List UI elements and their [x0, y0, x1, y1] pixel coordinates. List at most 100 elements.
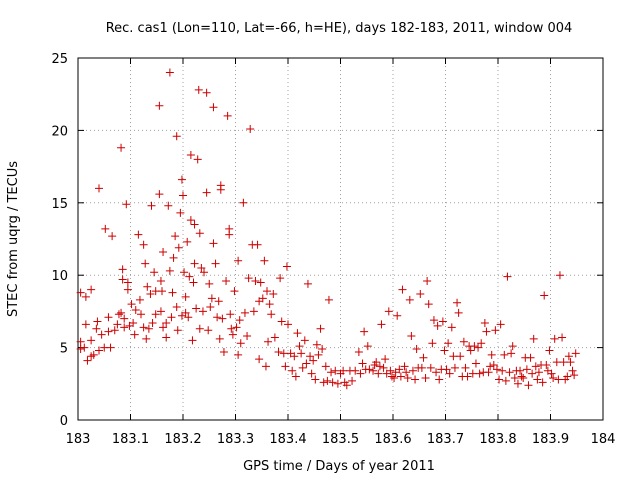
data-point [264, 337, 273, 346]
data-point [522, 365, 531, 374]
y-tick-label: 5 [60, 342, 68, 357]
x-tick-label: 183.8 [479, 432, 516, 447]
data-point [101, 224, 110, 233]
data-point [180, 268, 189, 277]
data-point [204, 326, 213, 335]
data-point [533, 375, 542, 384]
data-point [433, 321, 442, 330]
data-point [269, 290, 278, 299]
data-point [412, 345, 421, 354]
data-point [122, 200, 131, 209]
data-point [428, 339, 437, 348]
data-point [438, 317, 447, 326]
data-point [192, 304, 201, 313]
data-point [202, 88, 211, 97]
data-point [188, 336, 197, 345]
data-point [185, 272, 194, 281]
data-point [447, 323, 456, 332]
data-point [400, 362, 409, 371]
data-point [141, 259, 150, 268]
data-point [147, 201, 156, 210]
data-point [314, 350, 323, 359]
data-point [223, 111, 232, 120]
data-point [164, 201, 173, 210]
data-point [76, 337, 85, 346]
data-point [76, 288, 85, 297]
data-point [222, 276, 231, 285]
data-point [459, 337, 468, 346]
data-point [429, 316, 438, 325]
data-point [524, 381, 533, 390]
data-point [507, 349, 516, 358]
data-point [281, 362, 290, 371]
data-point [200, 268, 208, 277]
x-tick-label: 183.2 [164, 432, 201, 447]
data-point [197, 263, 206, 272]
data-point [137, 310, 145, 319]
data-point [150, 268, 159, 277]
data-point [387, 372, 396, 381]
data-point [127, 300, 136, 309]
data-point [207, 294, 216, 303]
tick-marks [77, 57, 604, 421]
data-point [83, 356, 92, 365]
data-point [471, 359, 480, 368]
data-point [114, 310, 123, 319]
data-point [468, 369, 477, 378]
data-point [244, 274, 253, 283]
data-point [95, 346, 103, 355]
data-point [184, 313, 193, 322]
data-point [172, 132, 181, 141]
data-point [168, 288, 177, 297]
data-point [189, 278, 198, 287]
data-point [183, 237, 192, 246]
data-point [190, 259, 199, 268]
data-point [508, 342, 517, 351]
data-point [360, 327, 369, 336]
data-point [529, 334, 538, 343]
data-point [563, 372, 572, 381]
data-point [134, 230, 143, 239]
x-tick-label: 183 [66, 432, 91, 447]
x-tick-label: 183.7 [427, 432, 464, 447]
data-point [354, 347, 363, 356]
data-point [186, 151, 195, 160]
data-point [130, 330, 139, 339]
data-point [474, 343, 483, 352]
x-tick-label: 183.1 [112, 432, 149, 447]
data-point [489, 360, 498, 369]
data-point [421, 374, 430, 383]
data-point [186, 216, 195, 225]
data-point [297, 349, 306, 358]
data-point [205, 279, 214, 288]
data-point [267, 310, 276, 319]
data-point [375, 362, 384, 371]
data-point [123, 278, 132, 287]
data-point [251, 276, 260, 285]
data-point [482, 327, 491, 336]
data-point [549, 374, 558, 383]
x-tick-label: 183.9 [532, 432, 569, 447]
data-point [484, 368, 493, 377]
data-point [540, 291, 549, 300]
data-point [558, 333, 567, 342]
data-point [87, 336, 96, 345]
data-point [470, 342, 479, 351]
data-point [358, 359, 367, 368]
data-point [120, 323, 129, 332]
data-point [135, 295, 144, 304]
data-point [403, 374, 412, 383]
data-point [110, 326, 119, 335]
data-point [117, 143, 126, 152]
data-point [363, 342, 372, 351]
data-point [390, 374, 399, 383]
data-point [402, 368, 411, 377]
x-tick-label: 183.3 [217, 432, 254, 447]
data-point [365, 365, 374, 374]
data-point [444, 339, 453, 348]
data-point [466, 346, 475, 355]
data-point [194, 85, 203, 94]
grid [78, 58, 603, 420]
data-point [381, 355, 390, 364]
data-point [155, 190, 164, 199]
